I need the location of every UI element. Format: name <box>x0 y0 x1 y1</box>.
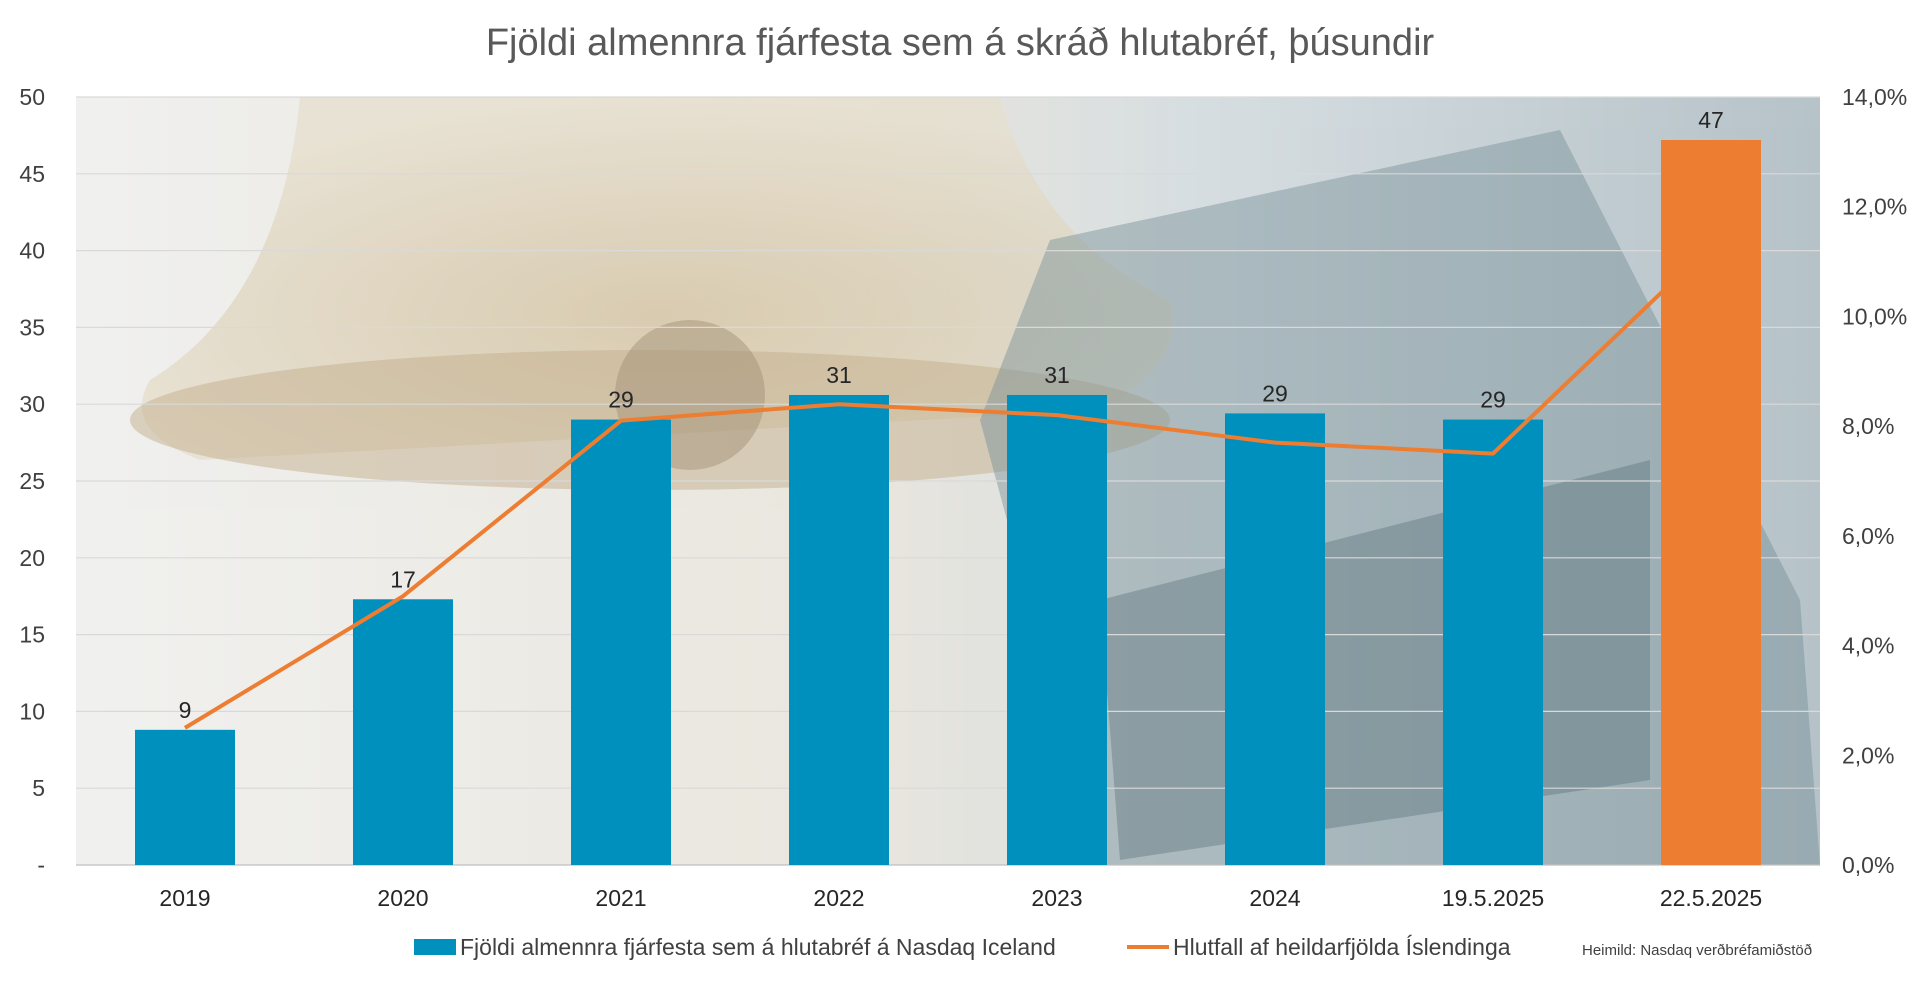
line-path <box>183 243 1713 730</box>
category-label: 19.5.2025 <box>1442 885 1544 911</box>
right-tick-label: 6,0% <box>1842 523 1894 549</box>
category-label: 2019 <box>159 885 210 911</box>
bar-2021 <box>571 419 671 865</box>
left-tick-label: 25 <box>19 468 45 494</box>
left-tick-label: 45 <box>19 161 45 187</box>
category-label: 2021 <box>595 885 646 911</box>
legend-label-bars: Fjöldi almennra fjárfesta sem á hlutabré… <box>460 934 1056 960</box>
legend: Fjöldi almennra fjárfesta sem á hlutabré… <box>414 934 1812 960</box>
bar-2019 <box>135 729 235 865</box>
left-tick-label: 40 <box>19 238 45 264</box>
bar-value-label: 9 <box>179 697 192 723</box>
category-label: 2023 <box>1031 885 1082 911</box>
left-tick-label: 20 <box>19 545 45 571</box>
bar-series <box>135 140 1761 865</box>
bar-2023 <box>1007 394 1107 865</box>
legend-swatch-bars <box>414 939 456 955</box>
left-tick-label: 30 <box>19 391 45 417</box>
category-label: 2020 <box>377 885 428 911</box>
bar-value-label: 31 <box>826 362 852 388</box>
right-tick-label: 10,0% <box>1842 303 1907 329</box>
right-tick-label: 8,0% <box>1842 413 1894 439</box>
bar-value-label: 29 <box>1262 380 1288 406</box>
bar-value-label: 31 <box>1044 362 1070 388</box>
bar-19.5.2025 <box>1443 419 1543 865</box>
bar-2022 <box>789 394 889 865</box>
right-tick-label: 14,0% <box>1842 84 1907 110</box>
chart-title: Fjöldi almennra fjárfesta sem á skráð hl… <box>486 22 1435 64</box>
bar-22.5.2025 <box>1661 140 1761 865</box>
left-tick-label: - <box>37 852 45 878</box>
left-tick-label: 15 <box>19 622 45 648</box>
category-label: 2024 <box>1249 885 1300 911</box>
left-tick-label: 35 <box>19 314 45 340</box>
bar-value-label: 47 <box>1698 107 1724 133</box>
category-label: 22.5.2025 <box>1660 885 1762 911</box>
x-axis-categories: 2019 2020 2021 2022 2023 2024 19.5.2025 22.5.20… <box>159 885 1762 911</box>
bar-data-labels: 9 17 29 31 31 29 29 47 <box>179 107 1724 723</box>
bar-2024 <box>1225 413 1325 865</box>
right-axis-ticks: 0,0% 2,0% 4,0% 6,0% 8,0% 10,0% 12,0% 14,0% <box>1842 84 1907 878</box>
bar-2020 <box>353 599 453 865</box>
bar-value-label: 29 <box>1480 387 1506 413</box>
line-series <box>183 243 1713 730</box>
left-tick-label: 5 <box>32 775 45 801</box>
right-tick-label: 2,0% <box>1842 742 1894 768</box>
legend-label-line: Hlutfall af heildarfjölda Íslendinga <box>1173 934 1511 960</box>
right-tick-label: 0,0% <box>1842 852 1894 878</box>
category-label: 2022 <box>813 885 864 911</box>
left-tick-label: 10 <box>19 698 45 724</box>
left-axis-ticks: - 5 10 15 20 25 30 35 40 45 50 <box>19 84 45 878</box>
source-note: Heimild: Nasdaq verðbréfamiðstöð <box>1582 942 1812 959</box>
right-tick-label: 4,0% <box>1842 633 1894 659</box>
left-tick-label: 50 <box>19 84 45 110</box>
bar-value-label: 29 <box>608 387 634 413</box>
bar-value-label: 17 <box>390 566 416 592</box>
right-tick-label: 12,0% <box>1842 194 1907 220</box>
